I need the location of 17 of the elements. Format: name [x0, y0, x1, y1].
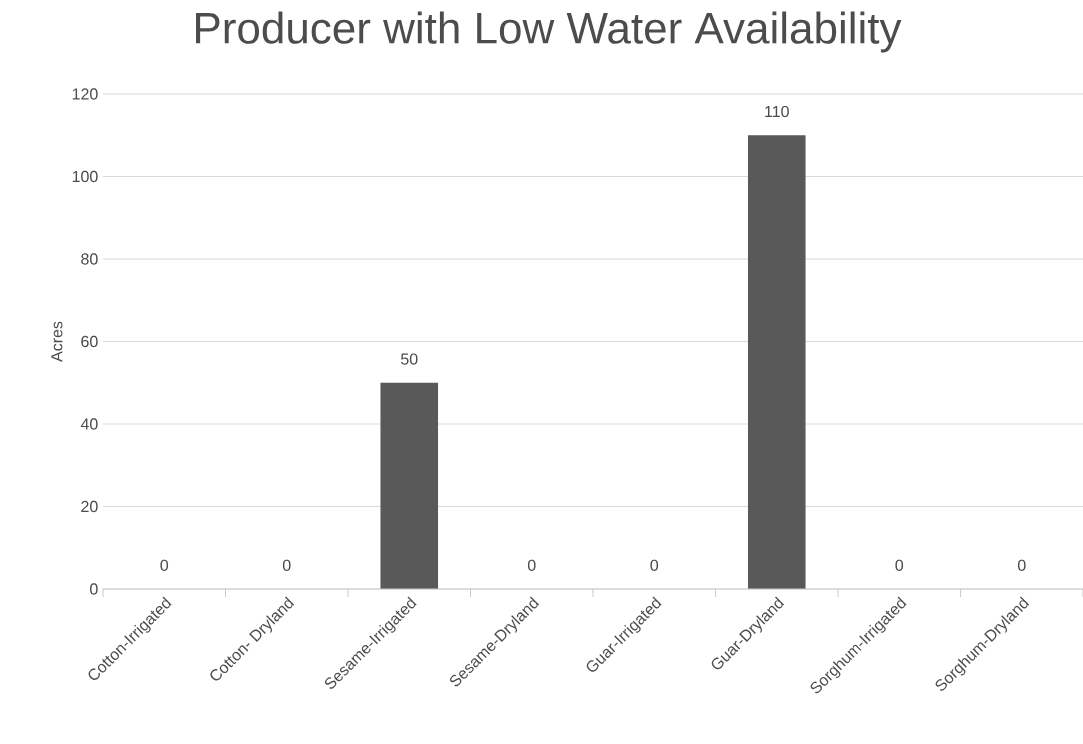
y-tick-label: 80 [81, 253, 98, 265]
data-label: 0 [1017, 559, 1026, 571]
data-label: 0 [282, 559, 291, 571]
y-tick-label: 120 [72, 88, 98, 100]
y-tick-label: 20 [81, 500, 98, 513]
data-label: 110 [765, 105, 789, 118]
y-axis-title: Acres [51, 321, 63, 362]
chart-title: Producer with Low Water Availability [196, 11, 902, 53]
data-label: 0 [527, 559, 536, 571]
y-tick-label: 0 [90, 583, 98, 595]
data-label: 0 [650, 559, 659, 571]
data-label: 50 [401, 353, 418, 365]
data-label: 0 [160, 559, 169, 571]
y-tick-label: 40 [80, 418, 98, 430]
y-tick-label: 100 [72, 170, 98, 183]
y-tick-label: 60 [81, 335, 98, 348]
data-label: 0 [895, 559, 904, 571]
